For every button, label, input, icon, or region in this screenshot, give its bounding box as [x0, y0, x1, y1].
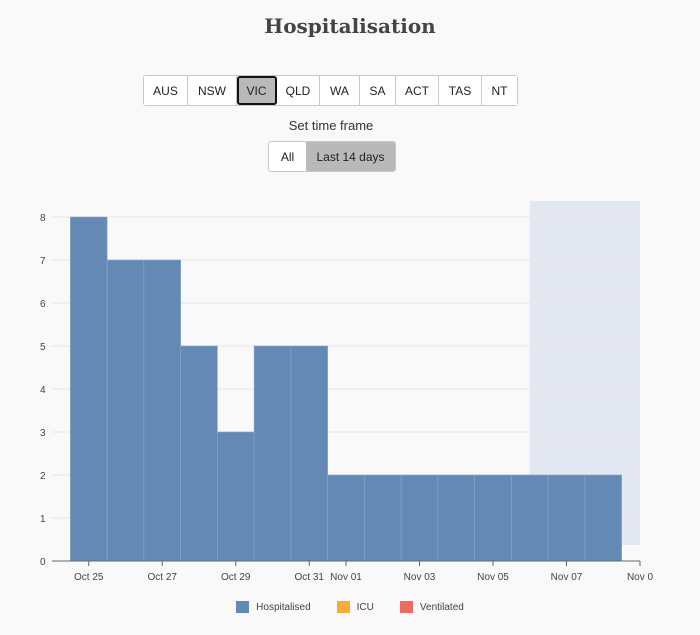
- x-tick-label: Oct 29: [221, 572, 251, 583]
- legend-label: ICU: [356, 601, 374, 613]
- bar-hospitalised: [584, 474, 622, 562]
- chart-legend: Hospitalised ICU Ventilated: [0, 601, 700, 613]
- y-tick-label: 1: [40, 514, 46, 525]
- legend-item-icu: ICU: [336, 601, 374, 613]
- region-button-qld[interactable]: QLD: [277, 76, 320, 105]
- region-button-act[interactable]: ACT: [396, 76, 439, 105]
- bar-hospitalised: [327, 474, 365, 562]
- legend-label: Hospitalised: [256, 601, 311, 613]
- bar-hospitalised: [253, 345, 292, 562]
- bar-hospitalised: [143, 259, 181, 562]
- bar-hospitalised: [400, 474, 439, 562]
- y-tick-label: 5: [40, 342, 46, 353]
- bar-hospitalised: [180, 345, 218, 562]
- page-title: Hospitalisation: [264, 14, 436, 38]
- region-button-nt[interactable]: NT: [482, 76, 517, 105]
- time-frame-option-all[interactable]: All: [269, 142, 306, 171]
- x-tick-label: Nov 0: [627, 572, 654, 583]
- y-tick-label: 0: [40, 557, 46, 568]
- y-tick-label: 2: [40, 471, 46, 482]
- region-button-vic[interactable]: VIC: [237, 76, 277, 105]
- x-tick-label: Nov 01: [330, 572, 362, 583]
- bar-hospitalised: [290, 345, 328, 562]
- bar-hospitalised: [364, 474, 402, 562]
- bar-hospitalised: [437, 474, 475, 562]
- region-button-tas[interactable]: TAS: [439, 76, 482, 105]
- legend-item-hospitalised: Hospitalised: [236, 601, 311, 613]
- x-tick-label: Oct 25: [74, 572, 104, 583]
- legend-swatch: [336, 601, 350, 613]
- x-tick-label: Nov 03: [404, 572, 436, 583]
- time-frame-selector: All Last 14 days: [268, 141, 396, 172]
- x-tick-label: Nov 07: [551, 572, 583, 583]
- x-tick-label: Nov 05: [477, 572, 509, 583]
- bar-hospitalised: [547, 474, 586, 562]
- bar-hospitalised: [217, 431, 255, 562]
- y-tick-label: 4: [40, 385, 46, 396]
- legend-swatch: [236, 601, 250, 613]
- region-button-nsw[interactable]: NSW: [188, 76, 237, 105]
- region-selector: AUS NSW VIC QLD WA SA ACT TAS NT: [143, 75, 518, 106]
- bar-hospitalised: [511, 474, 549, 562]
- time-frame-label: Set time frame: [288, 118, 374, 133]
- time-frame-option-last-14-days[interactable]: Last 14 days: [306, 142, 395, 171]
- legend-swatch: [399, 601, 413, 613]
- y-tick-label: 7: [40, 256, 46, 267]
- region-button-wa[interactable]: WA: [320, 76, 360, 105]
- x-tick-label: Oct 31: [295, 572, 325, 583]
- legend-item-ventilated: Ventilated: [399, 601, 464, 613]
- bar-hospitalised: [70, 216, 108, 562]
- region-button-aus[interactable]: AUS: [144, 76, 188, 105]
- hospitalisation-chart: 0 1 2 3 4 5 6 7 8 Oct 25 Oct 27 Oct 29 Oct 31 Nov 01 N…: [40, 201, 654, 583]
- y-tick-label: 8: [40, 213, 46, 224]
- bar-hospitalised: [474, 474, 512, 562]
- y-tick-label: 3: [40, 428, 46, 439]
- region-button-sa[interactable]: SA: [360, 76, 396, 105]
- legend-label: Ventilated: [419, 601, 464, 613]
- x-tick-label: Oct 27: [148, 572, 178, 583]
- y-tick-label: 6: [40, 299, 46, 310]
- bar-hospitalised: [106, 259, 145, 562]
